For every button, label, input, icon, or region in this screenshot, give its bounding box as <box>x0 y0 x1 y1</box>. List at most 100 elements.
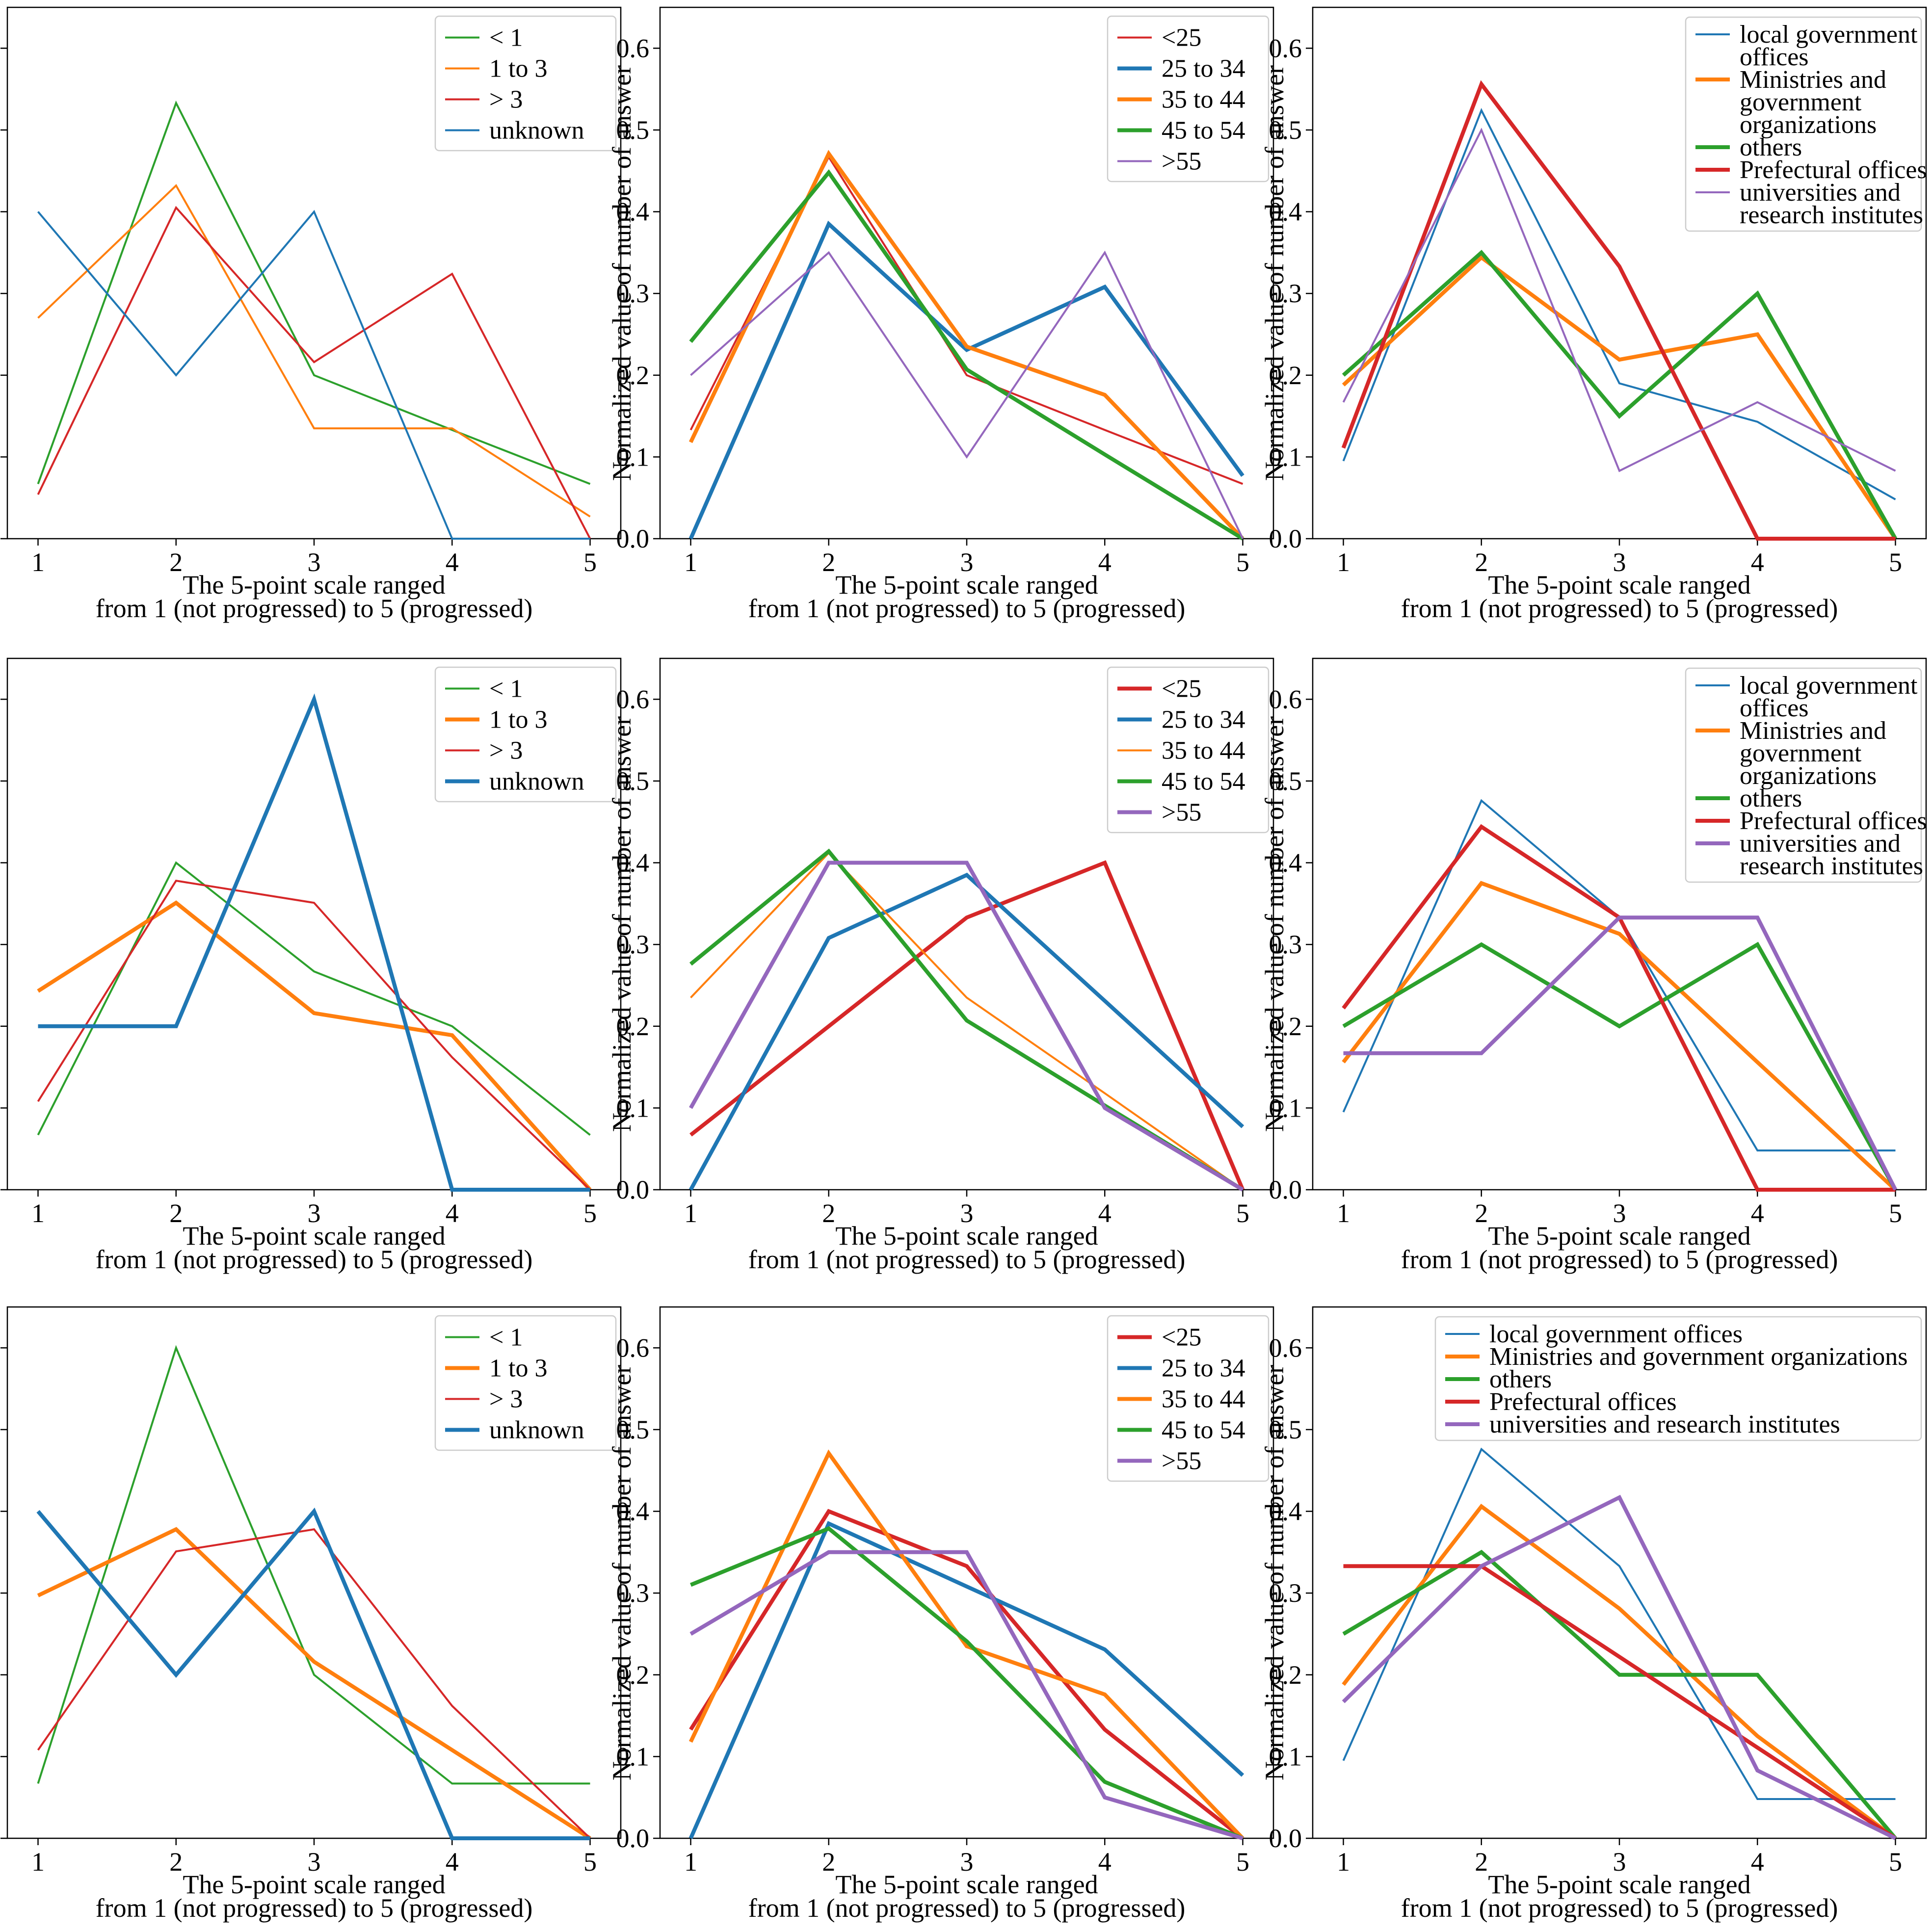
legend-label: others <box>1740 133 1802 161</box>
x-tick-label: 3 <box>960 1847 974 1877</box>
x-axis-label-line2: from 1 (not progressed) to 5 (progressed… <box>96 1245 533 1274</box>
y-axis-label: Normalized value of number of answer <box>1260 1365 1289 1780</box>
legend-label: 1 to 3 <box>489 1355 547 1383</box>
y-tick-label: 0.3 <box>616 1578 650 1608</box>
legend-label: universities and <box>1740 179 1901 207</box>
y-tick-label: 0.4 <box>1269 197 1302 227</box>
x-tick-label: 2 <box>822 1199 835 1228</box>
x-tick-label: 4 <box>446 548 459 577</box>
x-tick-label: 3 <box>960 548 974 577</box>
legend-label: offices <box>1740 43 1809 71</box>
y-axis-label: Normalized value of number of answer <box>607 716 636 1132</box>
y-axis-label: Normalized value of number of answer <box>607 1365 636 1780</box>
y-tick-label: 0.4 <box>616 848 650 878</box>
legend-label: Ministries and government organizations <box>1489 1343 1908 1371</box>
y-tick-label: 0.0 <box>1269 1824 1302 1853</box>
y-tick-label: 0.6 <box>1269 1333 1302 1362</box>
legend-label: Ministries and <box>1740 717 1886 745</box>
panel-6: 0.0 0.1 0.2 0.3 0.4 0.5 0.6 1 2 3 4 5 The 5-point sc… <box>1260 657 1927 1274</box>
series-line--3 <box>37 880 591 1191</box>
x-tick-label: 3 <box>1613 548 1626 577</box>
x-axis-label-line2: from 1 (not progressed) to 5 (progressed… <box>748 1245 1186 1274</box>
legend-label: Prefectural offices <box>1740 156 1927 184</box>
legend-label: research institutes <box>1740 201 1923 229</box>
legend-label: 25 to 34 <box>1162 1355 1245 1383</box>
legend-label: >55 <box>1162 1447 1201 1475</box>
x-tick-label: 5 <box>1236 548 1249 577</box>
series-line-universities-and-research-institutes <box>1342 1494 1897 1840</box>
panel-9: 0.0 0.1 0.2 0.3 0.4 0.5 0.6 1 2 3 4 5 The 5-point sc… <box>1260 1306 1927 1923</box>
legend-label: >55 <box>1162 148 1201 176</box>
x-tick-label: 5 <box>1236 1199 1249 1228</box>
y-tick-label: 0.3 <box>1269 930 1302 959</box>
x-tick-label: 2 <box>822 548 835 577</box>
legend-label: Prefectural offices <box>1740 807 1927 835</box>
y-tick-label: 0.1 <box>616 442 650 471</box>
x-tick-label: 4 <box>1098 1847 1112 1877</box>
legend-label: universities and research institutes <box>1489 1410 1840 1438</box>
x-tick-label: 2 <box>1475 1847 1488 1877</box>
series-line-1-to-3 <box>37 183 591 518</box>
x-tick-label: 4 <box>446 1847 459 1877</box>
legend-label: research institutes <box>1740 852 1923 880</box>
legend-label: organizations <box>1740 762 1877 790</box>
y-tick-label: 0.0 <box>616 524 650 553</box>
legend-label: Ministries and <box>1740 66 1886 94</box>
series-line-ministries-and-government-organizations <box>1342 881 1897 1191</box>
x-tick-label: 2 <box>169 1847 183 1877</box>
series-line-45-to-54 <box>689 169 1244 541</box>
x-axis-label-line1: The 5-point scale ranged <box>183 570 445 600</box>
x-tick-label: 1 <box>31 1199 45 1228</box>
x-tick-label: 5 <box>1889 548 1902 577</box>
y-tick-label: 0.3 <box>1269 1578 1302 1608</box>
y-tick-label: 0.6 <box>1269 684 1302 714</box>
legend-label: local government <box>1740 21 1918 49</box>
x-tick-label: 2 <box>1475 1199 1488 1228</box>
legend-label: local government <box>1740 672 1918 700</box>
x-axis-label-line2: from 1 (not progressed) to 5 (progressed… <box>96 594 533 623</box>
legend-label: <25 <box>1162 675 1201 703</box>
y-tick-label: 0.6 <box>616 33 650 63</box>
y-tick-label: 0.2 <box>1269 1660 1302 1690</box>
legend: < 1 1 to 3 > 3 unknown <box>434 666 617 803</box>
y-tick-label: 0.2 <box>616 1012 650 1041</box>
y-tick-label: 0.6 <box>616 684 650 714</box>
panel-3: 0.0 0.1 0.2 0.3 0.4 0.5 0.6 1 2 3 4 5 The 5-point sc… <box>1260 6 1927 623</box>
series-line-others <box>1342 250 1897 540</box>
y-tick-label: 0.4 <box>616 197 650 227</box>
x-tick-label: 1 <box>684 1847 697 1877</box>
x-axis-label-line2: from 1 (not progressed) to 5 (progressed… <box>1401 1893 1838 1923</box>
y-tick-label: 0.5 <box>1269 1415 1302 1444</box>
series-line--25 <box>689 1509 1244 1840</box>
legend-box <box>1107 1315 1270 1482</box>
y-tick-label: 0.5 <box>616 1415 650 1444</box>
legend-label: government <box>1740 88 1862 116</box>
y-axis-label: Normalized value of number of answer <box>1260 65 1289 481</box>
legend-label: <25 <box>1162 24 1201 52</box>
y-tick-label: 0.2 <box>1269 361 1302 390</box>
y-tick-label: 0.3 <box>1269 279 1302 308</box>
x-axis-label-line1: The 5-point scale ranged <box>1488 1221 1750 1251</box>
y-tick-label: 0.0 <box>1269 1175 1302 1204</box>
panel-2: 0.0 0.1 0.2 0.3 0.4 0.5 0.6 1 2 3 4 5 The 5-point sc… <box>607 6 1274 623</box>
y-tick-label: 0.2 <box>616 1660 650 1690</box>
series-line-others <box>1342 941 1897 1191</box>
x-tick-label: 2 <box>1475 548 1488 577</box>
x-tick-label: 4 <box>1098 548 1112 577</box>
y-tick-label: 0.0 <box>1269 524 1302 553</box>
y-tick-label: 0.2 <box>1269 1012 1302 1041</box>
x-tick-label: 5 <box>1889 1847 1902 1877</box>
legend-label: others <box>1740 784 1802 812</box>
legend-label: Prefectural offices <box>1489 1388 1677 1416</box>
series-line--3 <box>37 1528 591 1839</box>
x-tick-label: 1 <box>1337 1847 1350 1877</box>
x-tick-label: 5 <box>583 548 597 577</box>
x-tick-label: 5 <box>583 1199 597 1228</box>
x-tick-label: 5 <box>583 1847 597 1877</box>
